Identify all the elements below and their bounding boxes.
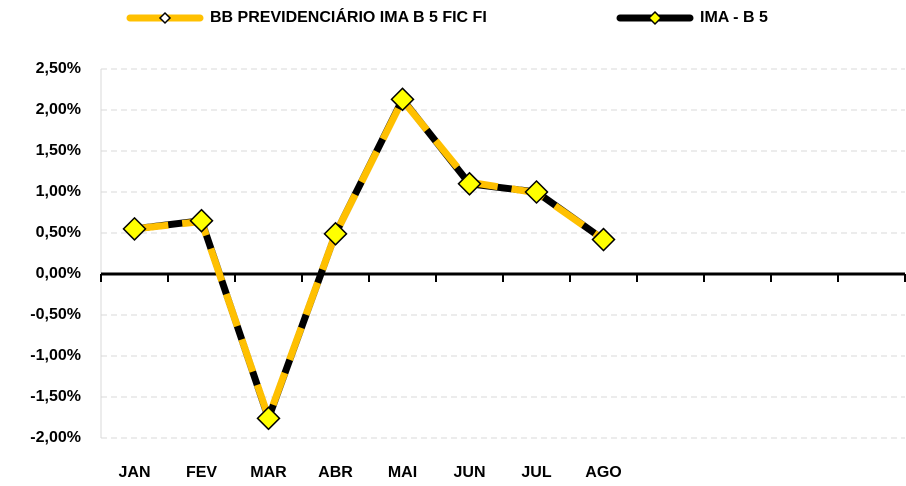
y-tick-label: 0,00% (36, 265, 81, 282)
point-marker (524, 179, 549, 205)
x-tick-label: FEV (186, 464, 217, 481)
y-tick-label: -0,50% (30, 306, 81, 323)
y-tick-label: 1,00% (36, 183, 81, 200)
x-tick-label: MAR (250, 464, 287, 481)
y-tick-label: 2,00% (36, 101, 81, 118)
x-tick-label: AGO (585, 464, 621, 481)
series-line (134, 95, 606, 422)
point-marker (189, 208, 214, 233)
y-tick-label: 2,50% (36, 60, 81, 77)
x-tick-label: JUN (453, 464, 485, 481)
y-tick-label: -2,00% (30, 429, 81, 446)
point-marker (122, 216, 147, 241)
legend-marker (158, 11, 172, 25)
y-tick-label: -1,50% (30, 388, 81, 405)
legend-label: BB PREVIDENCIÁRIO IMA B 5 FIC FI (210, 7, 487, 26)
point-marker (256, 406, 281, 431)
x-tick-label: JAN (118, 464, 150, 481)
x-tick-label: ABR (318, 464, 353, 481)
y-tick-label: 1,50% (36, 142, 81, 159)
y-tick-label: 0,50% (36, 224, 81, 241)
legend-label: IMA - B 5 (700, 9, 768, 26)
x-tick-label: JUL (521, 464, 551, 481)
point-marker (390, 87, 415, 112)
series-line (134, 96, 606, 421)
point-marker (323, 221, 348, 246)
point-marker (591, 227, 616, 252)
legend-marker (647, 10, 663, 26)
point-marker (457, 171, 482, 196)
y-tick-label: -1,00% (30, 347, 81, 364)
x-tick-label: MAI (388, 464, 417, 481)
